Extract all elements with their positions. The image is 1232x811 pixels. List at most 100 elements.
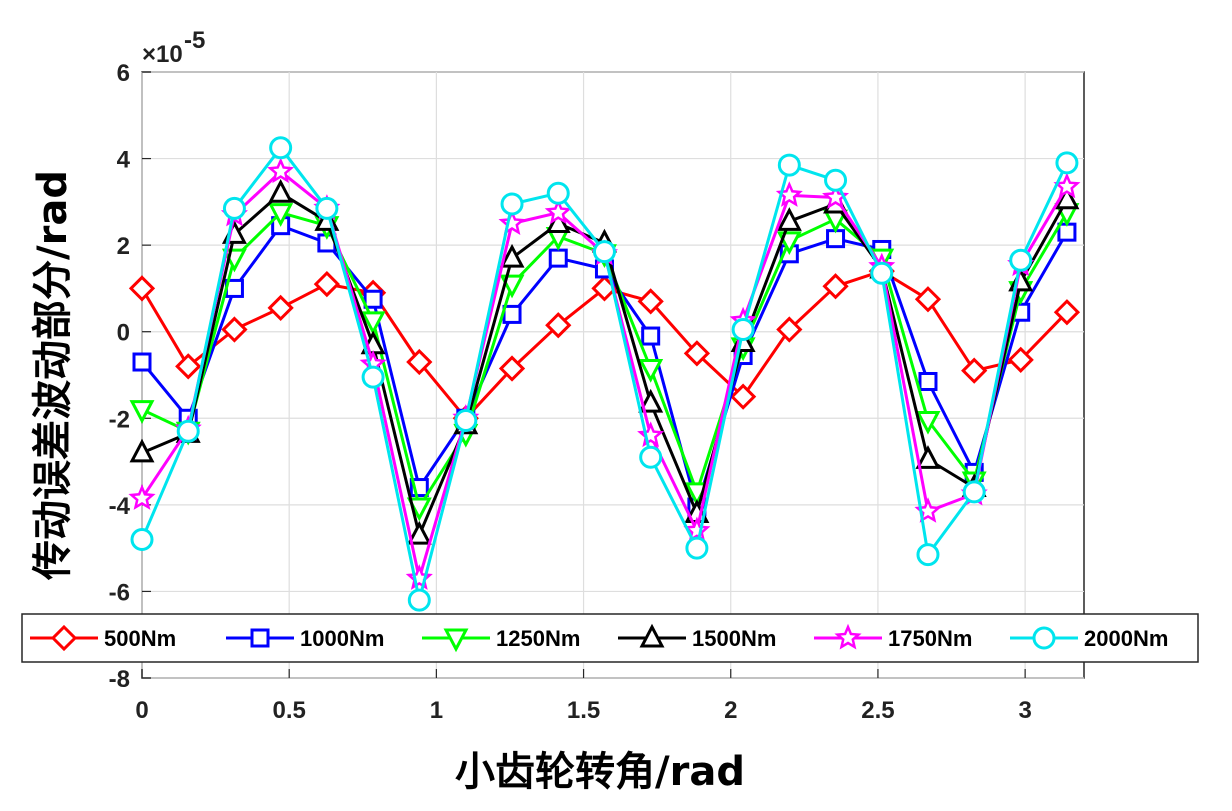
legend-marker	[250, 628, 270, 648]
data-point-2000nm	[777, 153, 801, 177]
data-point-500nm	[776, 316, 803, 343]
data-point-1250nm	[915, 410, 941, 435]
data-point-2000nm	[916, 543, 940, 567]
legend-items: 500Nm 1000Nm 1250Nm 1500Nm 1750Nm 2000Nm	[30, 623, 1168, 653]
y-tick-label: -6	[109, 579, 130, 606]
data-point-500nm	[313, 270, 340, 298]
y-axis-exponent-base: ×10	[142, 41, 183, 68]
data-point-500nm	[545, 312, 572, 339]
data-point-2000nm	[1055, 151, 1079, 175]
legend-label: 500Nm	[104, 626, 176, 651]
y-tick-label: 0	[117, 320, 130, 347]
data-point-2000nm	[592, 240, 616, 264]
legend-marker	[443, 628, 469, 653]
legend-item-1250nm: 1250Nm	[422, 626, 580, 653]
data-point-1750nm	[128, 484, 156, 510]
y-axis-exponent-power: -5	[184, 27, 205, 54]
data-point-500nm	[729, 383, 757, 410]
x-tick-label: 3	[1018, 697, 1031, 724]
data-point-2000nm	[962, 480, 986, 504]
legend-marker	[639, 623, 665, 648]
data-point-2000nm	[315, 196, 339, 220]
legend-box	[21, 613, 1199, 663]
data-point-1500nm	[776, 207, 802, 231]
x-tick-label: 2	[724, 697, 737, 724]
data-point-500nm	[1007, 346, 1034, 373]
data-point-500nm	[128, 275, 156, 302]
data-point-2000nm	[824, 168, 848, 192]
legend-item-1750nm: 1750Nm	[814, 623, 972, 651]
data-point-1250nm	[360, 311, 386, 336]
data-point-1000nm	[641, 326, 661, 346]
y-axis-title: 传动误差波动部分/rad	[30, 170, 76, 581]
y-tick-label: -8	[109, 666, 130, 693]
data-point-2000nm	[454, 408, 478, 432]
x-axis-title: 小齿轮转角/rad	[455, 749, 745, 795]
legend: 500Nm 1000Nm 1250Nm 1500Nm 1750Nm 2000Nm	[21, 613, 1199, 663]
data-point-1500nm	[1054, 185, 1080, 210]
series-2000nm	[130, 136, 1079, 612]
legend-label: 1500Nm	[692, 626, 776, 651]
data-point-2000nm	[407, 588, 431, 612]
data-point-2000nm	[269, 136, 293, 160]
legend-label: 2000Nm	[1084, 626, 1168, 651]
legend-marker	[50, 624, 78, 652]
legend-label: 1750Nm	[888, 626, 972, 651]
y-tick-label: 6	[117, 60, 130, 87]
legend-item-500nm: 500Nm	[30, 624, 176, 652]
legend-marker	[834, 623, 862, 650]
data-point-500nm	[683, 340, 711, 367]
data-point-500nm	[221, 316, 248, 343]
data-point-2000nm	[222, 196, 246, 220]
data-point-1000nm	[502, 304, 522, 324]
data-point-1250nm	[268, 203, 294, 227]
data-point-500nm	[822, 273, 849, 300]
data-point-1500nm	[268, 178, 294, 203]
data-point-500nm	[498, 355, 526, 382]
legend-label: 1000Nm	[300, 626, 384, 651]
data-point-1750nm	[544, 198, 572, 225]
data-point-1000nm	[132, 352, 152, 372]
x-tick-label: 0	[135, 697, 148, 724]
data-point-2000nm	[130, 527, 154, 551]
data-point-1250nm	[129, 400, 155, 424]
data-point-2000nm	[685, 536, 709, 560]
data-point-1250nm	[638, 359, 664, 383]
axis-ticks: 0 0.5 1 1.5 2 2.5 3 -8 -6 -4 -2 0 2 4 6	[109, 60, 1032, 724]
data-point-1000nm	[363, 289, 383, 309]
data-point-1000nm	[548, 248, 568, 268]
data-point-500nm	[1053, 299, 1081, 326]
x-tick-label: 0.5	[273, 697, 306, 724]
data-point-500nm	[267, 294, 294, 322]
data-point-2000nm	[361, 365, 385, 389]
data-point-500nm	[406, 348, 433, 376]
data-point-1000nm	[918, 371, 938, 391]
legend-label: 1250Nm	[496, 626, 580, 651]
data-point-500nm	[914, 286, 942, 313]
x-tick-label: 1.5	[567, 697, 600, 724]
y-tick-label: -4	[109, 493, 131, 520]
legend-item-1500nm: 1500Nm	[618, 623, 776, 651]
x-tick-label: 2.5	[861, 697, 894, 724]
y-tick-label: 4	[117, 147, 131, 174]
data-point-1500nm	[915, 445, 941, 469]
data-point-500nm	[637, 288, 664, 315]
plot-area	[141, 71, 1085, 679]
data-point-500nm	[175, 353, 202, 380]
data-point-1500nm	[406, 520, 432, 545]
data-point-500nm	[961, 357, 988, 384]
data-point-1500nm	[638, 388, 664, 413]
data-point-2000nm	[639, 445, 663, 469]
data-point-2000nm	[176, 419, 200, 443]
data-point-1500nm	[499, 243, 525, 268]
legend-item-1000nm: 1000Nm	[226, 626, 384, 651]
data-point-2000nm	[870, 261, 894, 285]
legend-item-2000nm: 2000Nm	[1010, 626, 1168, 651]
data-point-1750nm	[267, 157, 295, 184]
data-point-1500nm	[129, 438, 155, 463]
data-point-2000nm	[500, 192, 524, 216]
legend-marker	[1032, 626, 1056, 650]
y-tick-label: -2	[109, 406, 130, 433]
data-point-2000nm	[731, 318, 755, 342]
